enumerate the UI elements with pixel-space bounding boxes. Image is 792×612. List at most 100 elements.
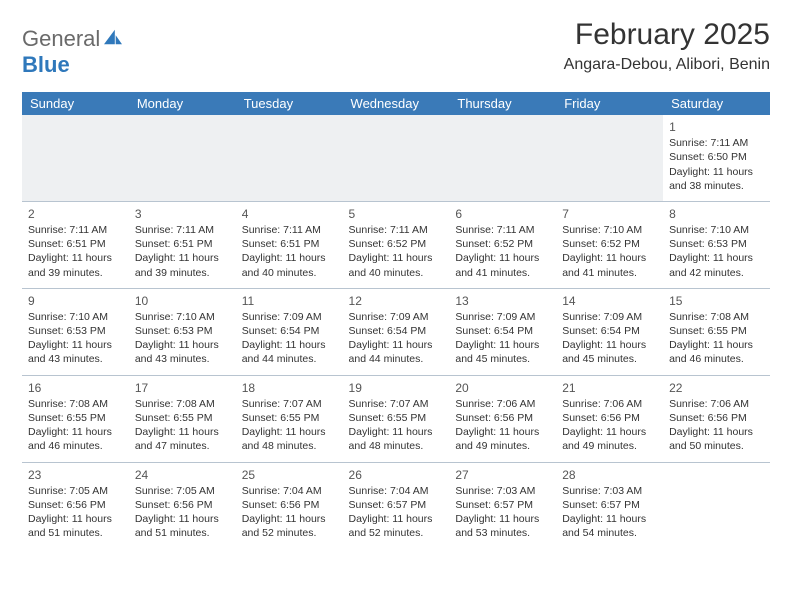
daylight-line: Daylight: 11 hours and 53 minutes. [455,512,550,540]
calendar-day-cell: 6Sunrise: 7:11 AMSunset: 6:52 PMDaylight… [449,201,556,288]
sunset-line: Sunset: 6:57 PM [455,498,550,512]
calendar-day-cell [449,115,556,201]
sunrise-line: Sunrise: 7:06 AM [455,397,550,411]
sunrise-line: Sunrise: 7:08 AM [28,397,123,411]
day-number: 8 [669,206,764,222]
calendar-day-cell [129,115,236,201]
calendar-day-cell [236,115,343,201]
day-number: 6 [455,206,550,222]
sunset-line: Sunset: 6:52 PM [455,237,550,251]
calendar-day-cell [663,462,770,548]
weekday-header: Tuesday [236,92,343,115]
daylight-line: Daylight: 11 hours and 48 minutes. [349,425,444,453]
sunset-line: Sunset: 6:56 PM [562,411,657,425]
day-number: 3 [135,206,230,222]
day-number: 24 [135,467,230,483]
daylight-line: Daylight: 11 hours and 41 minutes. [455,251,550,279]
sunrise-line: Sunrise: 7:11 AM [242,223,337,237]
calendar-day-cell [22,115,129,201]
sunset-line: Sunset: 6:54 PM [349,324,444,338]
sunrise-line: Sunrise: 7:06 AM [669,397,764,411]
daylight-line: Daylight: 11 hours and 49 minutes. [562,425,657,453]
daylight-line: Daylight: 11 hours and 44 minutes. [242,338,337,366]
daylight-line: Daylight: 11 hours and 38 minutes. [669,165,764,193]
day-number: 10 [135,293,230,309]
location-text: Angara-Debou, Alibori, Benin [564,56,770,74]
sunrise-line: Sunrise: 7:03 AM [562,484,657,498]
calendar-week-row: 2Sunrise: 7:11 AMSunset: 6:51 PMDaylight… [22,201,770,288]
sunrise-line: Sunrise: 7:11 AM [28,223,123,237]
daylight-line: Daylight: 11 hours and 43 minutes. [135,338,230,366]
sunrise-line: Sunrise: 7:10 AM [562,223,657,237]
sunrise-line: Sunrise: 7:10 AM [135,310,230,324]
day-number: 5 [349,206,444,222]
month-title: February 2025 [564,18,770,52]
sunset-line: Sunset: 6:56 PM [669,411,764,425]
calendar-day-cell [556,115,663,201]
day-number: 25 [242,467,337,483]
sunset-line: Sunset: 6:51 PM [242,237,337,251]
sunset-line: Sunset: 6:54 PM [455,324,550,338]
day-number: 7 [562,206,657,222]
day-number: 21 [562,380,657,396]
calendar-day-cell [343,115,450,201]
daylight-line: Daylight: 11 hours and 46 minutes. [28,425,123,453]
day-number: 13 [455,293,550,309]
sunrise-line: Sunrise: 7:04 AM [242,484,337,498]
daylight-line: Daylight: 11 hours and 52 minutes. [242,512,337,540]
calendar-day-cell: 4Sunrise: 7:11 AMSunset: 6:51 PMDaylight… [236,201,343,288]
weekday-header: Wednesday [343,92,450,115]
calendar-day-cell: 28Sunrise: 7:03 AMSunset: 6:57 PMDayligh… [556,462,663,548]
daylight-line: Daylight: 11 hours and 48 minutes. [242,425,337,453]
sunset-line: Sunset: 6:56 PM [28,498,123,512]
calendar-day-cell: 23Sunrise: 7:05 AMSunset: 6:56 PMDayligh… [22,462,129,548]
sunset-line: Sunset: 6:51 PM [28,237,123,251]
calendar-day-cell: 1Sunrise: 7:11 AMSunset: 6:50 PMDaylight… [663,115,770,201]
daylight-line: Daylight: 11 hours and 52 minutes. [349,512,444,540]
sunrise-line: Sunrise: 7:09 AM [562,310,657,324]
day-number: 1 [669,119,764,135]
calendar-week-row: 9Sunrise: 7:10 AMSunset: 6:53 PMDaylight… [22,288,770,375]
calendar-week-row: 16Sunrise: 7:08 AMSunset: 6:55 PMDayligh… [22,375,770,462]
daylight-line: Daylight: 11 hours and 49 minutes. [455,425,550,453]
logo-sail-icon [102,28,124,46]
sunset-line: Sunset: 6:55 PM [28,411,123,425]
sunrise-line: Sunrise: 7:10 AM [669,223,764,237]
calendar-table: Sunday Monday Tuesday Wednesday Thursday… [22,92,770,548]
calendar-day-cell: 22Sunrise: 7:06 AMSunset: 6:56 PMDayligh… [663,375,770,462]
sunset-line: Sunset: 6:56 PM [455,411,550,425]
sunrise-line: Sunrise: 7:04 AM [349,484,444,498]
logo-word-1: General [22,26,100,51]
sunset-line: Sunset: 6:52 PM [349,237,444,251]
day-number: 4 [242,206,337,222]
sunrise-line: Sunrise: 7:08 AM [669,310,764,324]
daylight-line: Daylight: 11 hours and 51 minutes. [135,512,230,540]
sunset-line: Sunset: 6:56 PM [242,498,337,512]
calendar-body: 1Sunrise: 7:11 AMSunset: 6:50 PMDaylight… [22,115,770,548]
daylight-line: Daylight: 11 hours and 42 minutes. [669,251,764,279]
calendar-day-cell: 24Sunrise: 7:05 AMSunset: 6:56 PMDayligh… [129,462,236,548]
sunrise-line: Sunrise: 7:08 AM [135,397,230,411]
sunrise-line: Sunrise: 7:10 AM [28,310,123,324]
sunrise-line: Sunrise: 7:07 AM [349,397,444,411]
calendar-day-cell: 25Sunrise: 7:04 AMSunset: 6:56 PMDayligh… [236,462,343,548]
logo-text: General Blue [22,26,124,78]
day-number: 2 [28,206,123,222]
weekday-header: Monday [129,92,236,115]
sunrise-line: Sunrise: 7:11 AM [349,223,444,237]
calendar-day-cell: 26Sunrise: 7:04 AMSunset: 6:57 PMDayligh… [343,462,450,548]
sunrise-line: Sunrise: 7:07 AM [242,397,337,411]
sunset-line: Sunset: 6:54 PM [242,324,337,338]
sunrise-line: Sunrise: 7:06 AM [562,397,657,411]
sunset-line: Sunset: 6:55 PM [669,324,764,338]
calendar-day-cell: 12Sunrise: 7:09 AMSunset: 6:54 PMDayligh… [343,288,450,375]
calendar-day-cell: 8Sunrise: 7:10 AMSunset: 6:53 PMDaylight… [663,201,770,288]
calendar-day-cell: 16Sunrise: 7:08 AMSunset: 6:55 PMDayligh… [22,375,129,462]
day-number: 23 [28,467,123,483]
title-block: February 2025 Angara-Debou, Alibori, Ben… [564,18,770,74]
sunset-line: Sunset: 6:57 PM [562,498,657,512]
sunset-line: Sunset: 6:53 PM [669,237,764,251]
daylight-line: Daylight: 11 hours and 40 minutes. [242,251,337,279]
daylight-line: Daylight: 11 hours and 39 minutes. [28,251,123,279]
calendar-day-cell: 14Sunrise: 7:09 AMSunset: 6:54 PMDayligh… [556,288,663,375]
